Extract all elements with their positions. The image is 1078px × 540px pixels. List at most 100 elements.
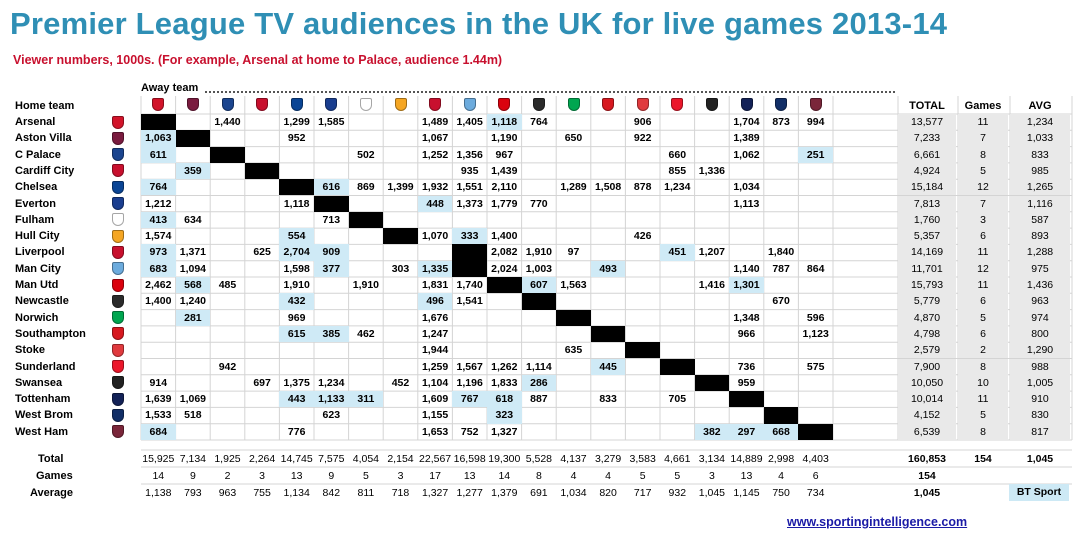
footer-col-total: 14,889 (730, 453, 763, 465)
audience-cell: 1,190 (491, 132, 518, 145)
row-total: 7,813 (898, 195, 956, 212)
audience-cell: 1,932 (421, 181, 449, 194)
footer-col-avg: 755 (253, 487, 271, 499)
audience-cell: 1,910 (525, 246, 553, 259)
footer-col-games: 9 (189, 470, 196, 482)
self-match-cell (487, 277, 522, 294)
self-match-cell (763, 407, 799, 424)
audience-cell: 445 (590, 358, 626, 375)
row-games: 6 (958, 325, 1008, 343)
audience-cell: 1,327 (491, 425, 518, 438)
home-crest-icon (112, 392, 124, 406)
audience-cell: 502 (357, 148, 375, 161)
home-team-name: Aston Villa (15, 132, 72, 145)
row-avg: 1,288 (1010, 244, 1070, 261)
audience-cell: 1,551 (456, 181, 483, 194)
row-avg: 830 (1010, 407, 1070, 424)
audience-cell: 97 (567, 246, 580, 259)
audience-cell: 660 (668, 148, 687, 161)
website-link[interactable]: www.sportingintelligence.com (787, 515, 968, 529)
row-total: 4,924 (898, 162, 956, 180)
audience-cell: 1,155 (421, 409, 449, 422)
row-games: 11 (958, 114, 1008, 131)
audience-cell: 286 (521, 374, 557, 392)
home-crest-icon (112, 311, 124, 325)
footer-col-total: 3,279 (594, 453, 622, 465)
audience-cell: 697 (253, 376, 271, 389)
footer-col-avg: 1,134 (283, 487, 310, 499)
audience-cell: 1,440 (214, 116, 241, 128)
audience-cell: 855 (668, 164, 687, 177)
audience-cell: 1,779 (491, 197, 518, 210)
home-crest-icon (112, 425, 124, 439)
audience-cell: 873 (772, 116, 790, 128)
footer-col-games: 4 (605, 470, 612, 482)
footer-col-games: 3 (259, 470, 266, 482)
audience-cell: 1,585 (318, 116, 345, 128)
footer-col-games: 13 (290, 470, 303, 482)
footer-col-total: 1,925 (214, 453, 241, 465)
audience-cell: 776 (287, 425, 306, 438)
row-avg: 833 (1010, 146, 1070, 163)
grand-games: 154 (974, 453, 992, 465)
home-crest-icon (112, 213, 124, 227)
self-match-cell (314, 195, 349, 212)
audience-cell: 1,910 (283, 279, 310, 291)
audience-cell: 1,140 (733, 262, 760, 275)
audience-cell: 1,833 (491, 376, 518, 389)
home-team-name: Cardiff City (15, 164, 75, 177)
footer-col-games: 5 (639, 470, 646, 482)
audience-cell: 764 (141, 179, 176, 196)
audience-cell: 1,207 (698, 246, 726, 259)
row-games: 6 (958, 293, 1008, 310)
footer-col-total: 15,925 (142, 453, 175, 465)
away-crest-icon (705, 98, 718, 111)
audience-cell: 1,062 (733, 148, 760, 161)
footer-col-total: 2,998 (767, 453, 795, 465)
home-crest-icon (112, 229, 124, 243)
footer-col-games: 14 (498, 470, 511, 482)
footer-col-avg: 963 (218, 487, 237, 499)
row-games: 12 (958, 260, 1008, 277)
audience-cell: 1,003 (525, 262, 553, 275)
audience-cell: 432 (279, 293, 314, 310)
audience-cell: 1,910 (352, 279, 380, 291)
row-games: 6 (958, 228, 1008, 245)
audience-cell: 966 (737, 327, 756, 340)
grand-total: 160,853 (908, 453, 946, 465)
footer-col-games: 8 (535, 470, 542, 482)
audience-cell: 1,439 (491, 164, 518, 177)
audience-cell: 1,533 (145, 409, 172, 422)
footer-col-games: 9 (328, 470, 335, 482)
audience-cell: 1,567 (456, 360, 483, 373)
footer-col-games: 5 (674, 470, 681, 482)
audience-cell: 1,740 (456, 279, 483, 291)
audience-cell: 1,113 (733, 197, 760, 210)
audience-cell: 618 (487, 391, 522, 408)
row-games: 3 (958, 211, 1008, 229)
audience-cell: 615 (279, 325, 314, 343)
footer-col-games: 17 (429, 470, 441, 482)
audience-cell: 770 (530, 197, 548, 210)
audience-cell: 311 (348, 391, 384, 408)
audience-cell: 323 (487, 407, 522, 424)
away-crest-icon (290, 98, 303, 111)
row-avg: 988 (1010, 358, 1070, 375)
footer-col-total: 4,137 (560, 453, 587, 465)
audience-cell: 909 (314, 244, 349, 261)
row-games: 10 (958, 374, 1008, 392)
home-team-name: Arsenal (15, 116, 56, 128)
row-games: 7 (958, 195, 1008, 212)
row-total: 4,152 (898, 407, 956, 424)
row-avg: 1,116 (1010, 195, 1070, 212)
row-total: 5,779 (898, 293, 956, 310)
footer-col-total: 7,134 (179, 453, 207, 465)
audience-cell: 787 (772, 262, 790, 275)
self-match-cell (383, 228, 418, 245)
audience-cell: 767 (452, 391, 487, 408)
away-team-divider (205, 91, 895, 93)
audience-cell: 952 (287, 132, 306, 145)
home-team-name: C Palace (15, 148, 61, 161)
self-match-cell (244, 162, 280, 180)
audience-cell: 1,563 (560, 279, 587, 291)
